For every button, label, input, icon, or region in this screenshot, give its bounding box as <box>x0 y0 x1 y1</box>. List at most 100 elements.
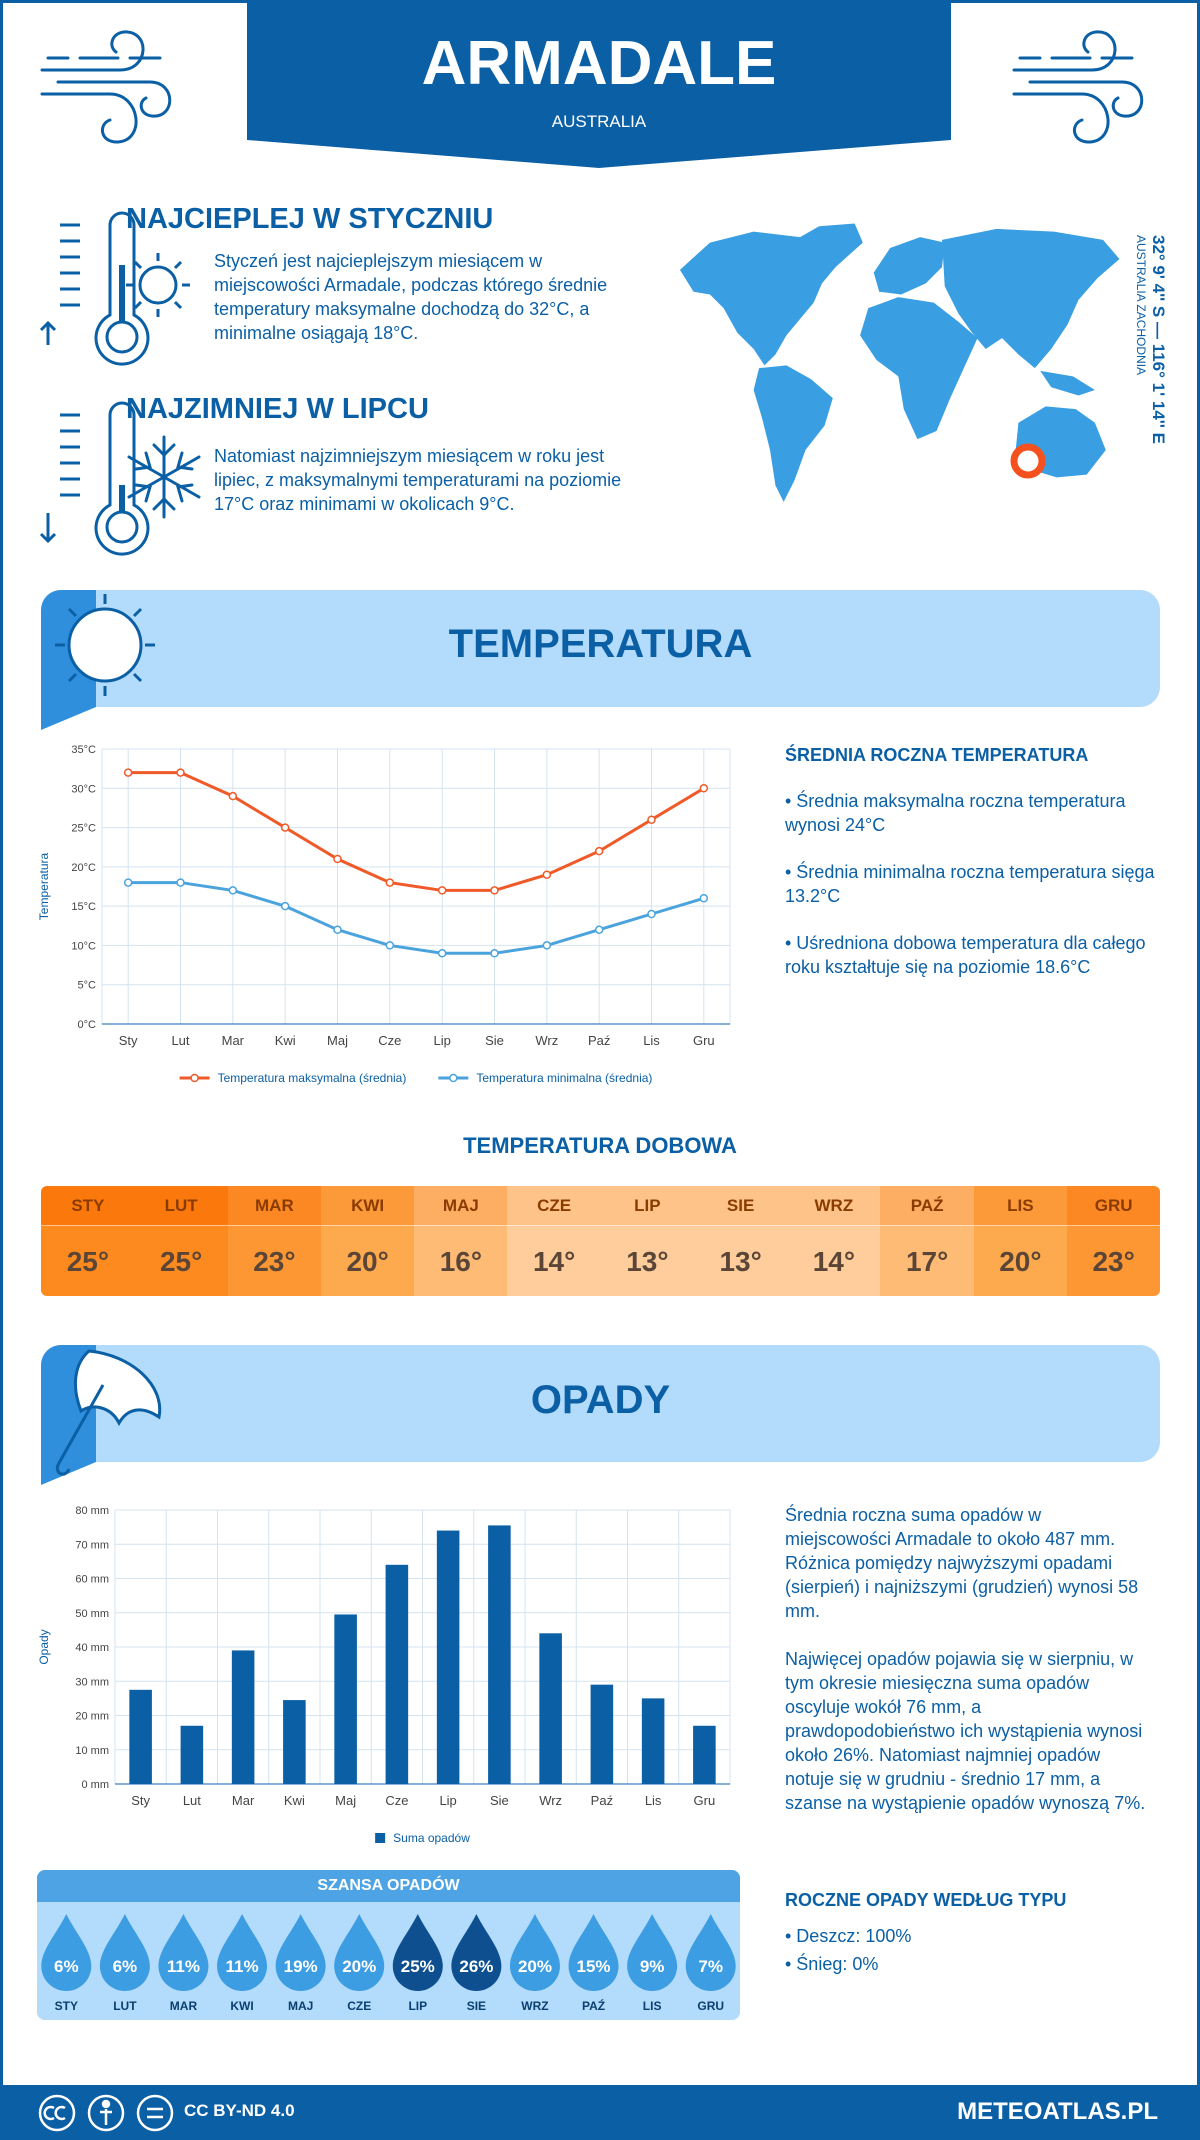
rain-chance-month: LUT <box>113 1999 137 2013</box>
coldest-text: Natomiast najzimniejszym miesiącem w rok… <box>214 446 622 514</box>
precipitation-banner-icon <box>41 1345 162 1485</box>
precipitation-summary: Najwięcej opadów pojawia się w sierpniu,… <box>785 1649 1146 1813</box>
legend-label: Suma opadów <box>393 1831 470 1845</box>
y-tick-label: 5°C <box>78 980 97 992</box>
bar <box>436 1530 460 1784</box>
precipitation-chart: 0 mm 10 mm 20 mm 30 mm 40 mm 50 mm 60 mm 70 mm 8… <box>37 1505 731 1845</box>
bar <box>283 1700 306 1784</box>
sun-icon <box>126 253 190 317</box>
x-tick-label: Cze <box>385 1793 408 1808</box>
line-point <box>699 784 709 793</box>
legend-swatch-point <box>190 1073 199 1083</box>
rain-drop <box>334 1914 385 1991</box>
table-value-cell: 16° <box>414 1225 508 1296</box>
table-value-cell: 13° <box>600 1225 695 1296</box>
table-value-cell: 25° <box>134 1225 228 1296</box>
snowflake-icon <box>127 435 201 519</box>
x-tick-label: Lut <box>171 1033 189 1048</box>
x-tick-label: Sty <box>119 1033 138 1048</box>
table-header-cell: LUT <box>134 1186 228 1225</box>
table-value-cell: 14° <box>787 1225 881 1296</box>
bar <box>231 1650 255 1784</box>
x-tick-label: Maj <box>327 1033 348 1048</box>
table-value-cell: 17° <box>880 1225 974 1296</box>
line-point <box>385 878 395 887</box>
y-axis-label: Opady <box>37 1629 51 1664</box>
rain-chance-month: KWI <box>230 1999 253 2013</box>
line-point <box>333 925 342 934</box>
line-point <box>228 791 238 801</box>
x-tick-label: Sie <box>490 1793 509 1808</box>
umbrella-icon <box>55 1349 162 1476</box>
y-tick-label: 10 mm <box>75 1745 109 1757</box>
table-header-cell: SIE <box>693 1186 788 1225</box>
precipitation-summary: Średnia roczna suma opadów w miejscowośc… <box>785 1505 1139 1621</box>
rain-drop <box>275 1914 326 1991</box>
rain-chance-label: 20% <box>518 1957 552 1976</box>
table-header-cell: MAR <box>227 1186 322 1225</box>
table-value-cell: 20° <box>973 1225 1068 1296</box>
rain-chance-title: SZANSA OPADÓW <box>37 1870 740 1902</box>
line-point <box>123 878 133 887</box>
rain-chance-label: 25% <box>401 1957 435 1976</box>
temperature-banner <box>41 590 1160 707</box>
bar <box>693 1725 716 1784</box>
x-tick-label: Sie <box>485 1033 504 1048</box>
table-header-cell: MAJ <box>414 1186 508 1225</box>
rain-chance-label: 26% <box>459 1957 493 1976</box>
line-point <box>594 925 604 934</box>
rain-chance-drops: 6% STY 6% LUT 11% MAR 11% KWI 19% MAJ 20% CZE 25% LIP… <box>41 1914 736 2013</box>
rain-drop <box>451 1914 502 1991</box>
precip-type-item: • Deszcz: 100% <box>785 1926 912 1946</box>
line-point <box>490 949 499 958</box>
table-header-cell: LIS <box>973 1186 1068 1225</box>
rain-drop <box>158 1914 209 1991</box>
license[interactable]: CC BY-ND 4.0 <box>184 2101 295 2120</box>
license-icons <box>38 2094 174 2132</box>
rain-chance-label: 11% <box>167 1957 200 1976</box>
site-name[interactable]: METEOATLAS.PL <box>957 2098 1158 2125</box>
x-tick-label: Kwi <box>275 1033 296 1048</box>
x-tick-label: Lip <box>439 1793 456 1808</box>
table-header-cell: STY <box>41 1186 135 1225</box>
wind-icon-left <box>40 30 172 144</box>
y-tick-label: 70 mm <box>75 1539 109 1551</box>
rain-chance-label: 7% <box>698 1957 723 1976</box>
y-tick-label: 20 mm <box>75 1711 109 1723</box>
coldest-title: NAJZIMNIEJ W LIPCU <box>126 393 429 425</box>
bar <box>129 1689 152 1784</box>
line-point <box>333 854 342 864</box>
y-tick-label: 0 mm <box>82 1779 110 1791</box>
coordinates: 32° 9' 4'' S — 116° 1' 14'' E <box>1149 235 1168 444</box>
x-tick-label: Lis <box>645 1793 662 1808</box>
table-value-cell: 13° <box>693 1225 788 1296</box>
temperature-title: TEMPERATURA <box>448 622 753 666</box>
hottest-title: NAJCIEPLEJ W STYCZNIU <box>126 203 494 235</box>
bar <box>180 1725 204 1784</box>
x-tick-label: Cze <box>378 1033 401 1048</box>
table-header-cell: CZE <box>507 1186 601 1225</box>
world-map <box>679 223 1120 502</box>
x-tick-label: Mar <box>232 1793 255 1808</box>
rain-chance-month: PAŹ <box>582 1998 605 2013</box>
sun-banner-icon <box>55 594 155 696</box>
rain-drop <box>568 1914 619 1991</box>
line-series <box>128 881 705 955</box>
header-banner <box>247 0 951 168</box>
precipitation-title: OPADY <box>530 1378 671 1422</box>
y-tick-label: 35°C <box>71 744 96 756</box>
hottest-text: Styczeń jest najcieplejszym miesiącem w … <box>214 251 608 343</box>
precipitation-banner <box>41 1345 1160 1462</box>
line-point <box>437 949 447 958</box>
country: AUSTRALIA <box>551 112 647 131</box>
table-header-cell: PAŹ <box>880 1186 974 1225</box>
rain-drop <box>509 1914 560 1991</box>
legend-label: Temperatura maksymalna (średnia) <box>218 1071 407 1085</box>
temperature-chart: 0°C 5°C 10°C 15°C 20°C 25°C 30°C 35°C Sty Lut Mar K… <box>37 744 731 1085</box>
precip-types-title: ROCZNE OPADY WEDŁUG TYPU <box>785 1890 1067 1910</box>
table-value-cell: 23° <box>227 1225 322 1296</box>
rain-drop <box>41 1914 92 1991</box>
y-tick-label: 50 mm <box>75 1608 109 1620</box>
rain-chance-label: 11% <box>225 1957 258 1976</box>
